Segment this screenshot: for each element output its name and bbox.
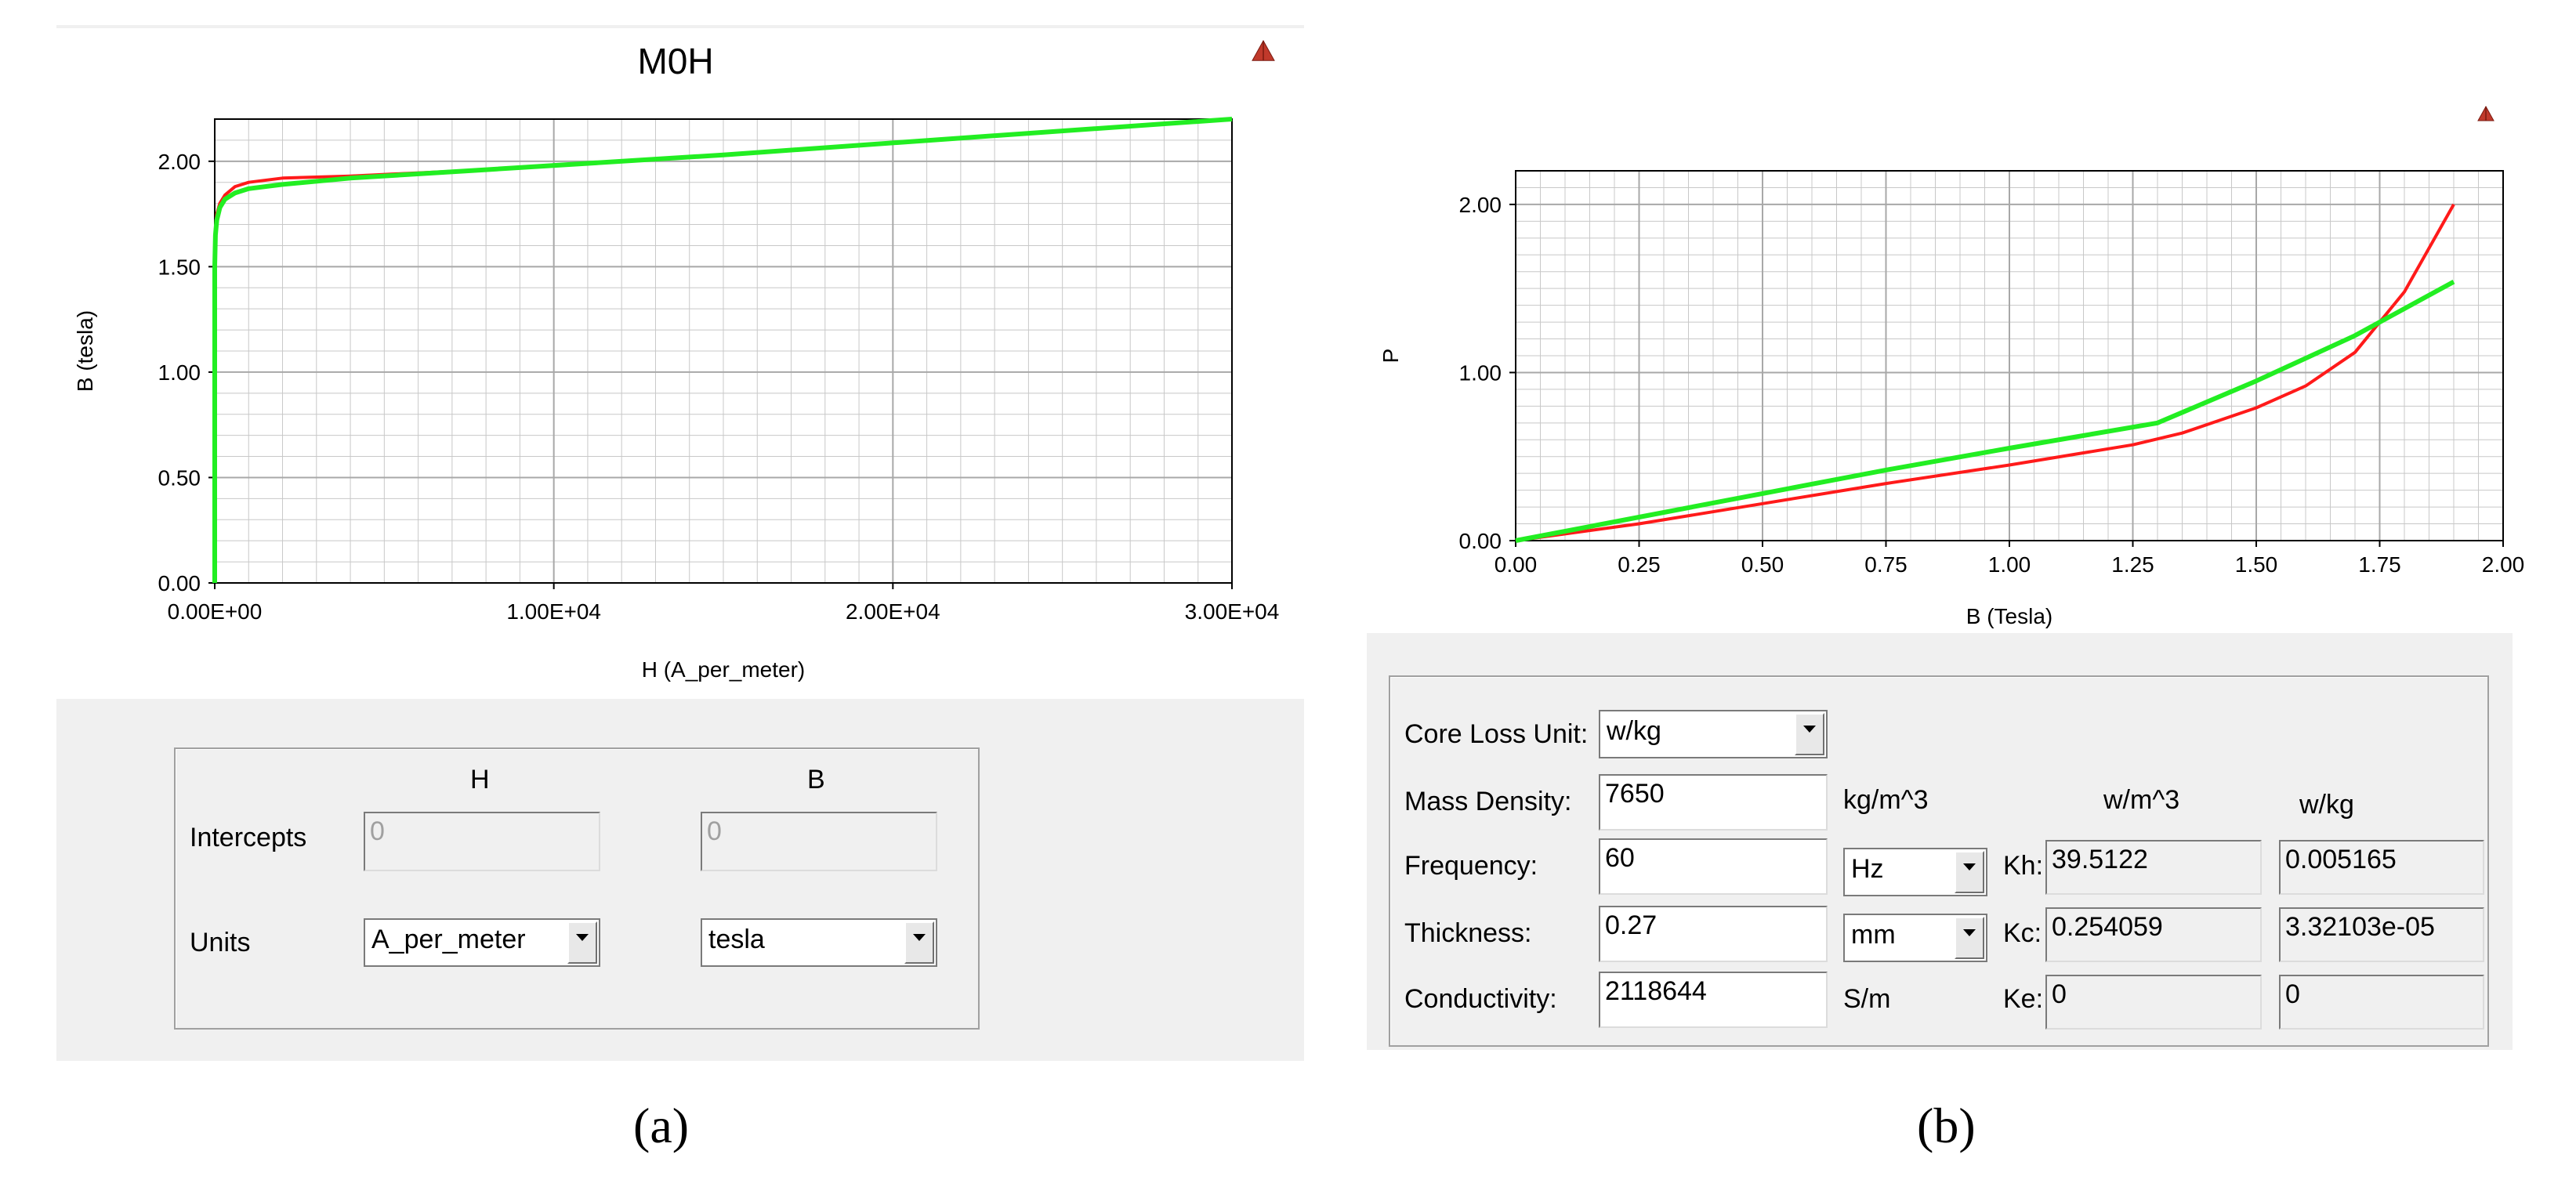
kh-wm3-field[interactable]: 39.5122 xyxy=(2045,840,2262,895)
y-tick-label: 0.50 xyxy=(158,465,201,490)
core-loss-unit-label: Core Loss Unit: xyxy=(1404,719,1589,749)
conductivity-unit: S/m xyxy=(1843,984,1891,1014)
kc-label: Kc: xyxy=(2003,918,2042,948)
x-tick-label: 0.00 xyxy=(1495,552,1538,577)
kc-wkg-field[interactable]: 3.32103e-05 xyxy=(2279,907,2484,962)
frequency-field[interactable]: 60 xyxy=(1599,838,1828,895)
thickness-field[interactable]: 0.27 xyxy=(1599,906,1828,962)
x-tick-label: 1.00E+04 xyxy=(506,599,601,624)
chart-title: M0H xyxy=(637,41,713,81)
x-tick-label: 0.25 xyxy=(1618,552,1661,577)
conductivity-field[interactable]: 2118644 xyxy=(1599,972,1828,1028)
column-header-wm3: w/m^3 xyxy=(2103,785,2180,815)
x-tick-label: 2.00E+04 xyxy=(846,599,940,624)
kc-wm3-field[interactable]: 0.254059 xyxy=(2045,907,2262,962)
x-tick-label: 1.50 xyxy=(2235,552,2278,577)
ke-wm3-field[interactable]: 0 xyxy=(2045,975,2262,1030)
x-axis-label: H (A_per_meter) xyxy=(642,657,806,682)
units-b-value: tesla xyxy=(708,925,765,954)
series-line-green xyxy=(1515,279,2455,543)
caption-a: (a) xyxy=(633,1098,690,1153)
chevron-down-icon[interactable] xyxy=(1795,713,1824,755)
caption-b: (b) xyxy=(1917,1098,1976,1153)
units-h-select[interactable]: A_per_meter xyxy=(364,918,600,967)
y-tick-label: 0.00 xyxy=(158,571,201,595)
chevron-down-icon[interactable] xyxy=(1955,917,1984,959)
x-tick-label: 1.25 xyxy=(2111,552,2154,577)
y-axis-label: P xyxy=(1379,349,1403,364)
y-axis-label: B (tesla) xyxy=(73,310,97,392)
x-tick-label: 1.75 xyxy=(2358,552,2401,577)
chevron-down-icon[interactable] xyxy=(567,921,597,964)
core-loss-settings-group xyxy=(1389,675,2489,1047)
units-h-value: A_per_meter xyxy=(371,925,526,954)
x-tick-label: 1.00 xyxy=(1988,552,2031,577)
units-label: Units xyxy=(190,928,251,957)
core-loss-window: 0.00 0.25 0.50 0.75 1.00 1.25 1.50 1.75 2.00 0.00… xyxy=(1367,92,2524,1050)
bh-chart: M0H 0.00E+00 1.00E+04 2.00E+04 3.00E+04 0.00 0… xyxy=(73,39,1280,682)
ke-wkg-field[interactable]: 0 xyxy=(2279,975,2484,1030)
conductivity-label: Conductivity: xyxy=(1404,984,1557,1014)
intercept-b-field[interactable]: 0 xyxy=(701,812,937,871)
y-tick-label: 1.50 xyxy=(158,255,201,279)
x-axis-label: B (Tesla) xyxy=(1966,604,2052,628)
bh-settings-group xyxy=(174,747,980,1030)
x-tick-label: 0.00E+00 xyxy=(168,599,263,624)
kh-label: Kh: xyxy=(2003,851,2044,881)
units-b-select[interactable]: tesla xyxy=(701,918,937,967)
intercept-h-field[interactable]: 0 xyxy=(364,812,600,871)
mass-density-label: Mass Density: xyxy=(1404,787,1572,816)
core-loss-plot-area xyxy=(1367,92,2513,633)
mass-density-field[interactable]: 7650 xyxy=(1599,774,1828,831)
bh-curve-window: M0H 0.00E+00 1.00E+04 2.00E+04 3.00E+04 0.00 0… xyxy=(56,25,1304,1061)
y-tick-label: 1.00 xyxy=(1459,360,1502,385)
frequency-unit-value: Hz xyxy=(1851,854,1884,884)
ke-label: Ke: xyxy=(2003,984,2044,1014)
thickness-unit-value: mm xyxy=(1851,920,1896,950)
core-loss-unit-value: w/kg xyxy=(1607,716,1661,746)
core-loss-unit-select[interactable]: w/kg xyxy=(1599,710,1828,758)
y-tick-label: 2.00 xyxy=(1459,193,1502,217)
x-tick-label: 0.50 xyxy=(1741,552,1784,577)
frequency-label: Frequency: xyxy=(1404,851,1538,881)
intercepts-label: Intercepts xyxy=(190,823,307,852)
column-header-b: B xyxy=(807,765,825,794)
series-line-green xyxy=(212,117,1233,583)
thickness-unit-select[interactable]: mm xyxy=(1843,914,1987,962)
column-header-h: H xyxy=(470,765,490,794)
mass-density-unit: kg/m^3 xyxy=(1843,785,1929,815)
chevron-down-icon[interactable] xyxy=(1955,851,1984,893)
y-tick-label: 2.00 xyxy=(158,150,201,174)
y-tick-label: 1.00 xyxy=(158,360,201,385)
column-header-wkg: w/kg xyxy=(2299,790,2354,820)
x-tick-label: 2.00 xyxy=(2482,552,2525,577)
chevron-down-icon[interactable] xyxy=(904,921,934,964)
x-tick-label: 3.00E+04 xyxy=(1185,599,1280,624)
x-tick-label: 0.75 xyxy=(1864,552,1908,577)
thickness-label: Thickness: xyxy=(1404,918,1532,948)
frequency-unit-select[interactable]: Hz xyxy=(1843,848,1987,896)
kh-wkg-field[interactable]: 0.005165 xyxy=(2279,840,2484,895)
y-tick-label: 0.00 xyxy=(1459,529,1502,553)
core-loss-chart: 0.00 0.25 0.50 0.75 1.00 1.25 1.50 1.75 2.00 0.00… xyxy=(1379,105,2524,628)
series-line-red xyxy=(1515,203,2455,542)
